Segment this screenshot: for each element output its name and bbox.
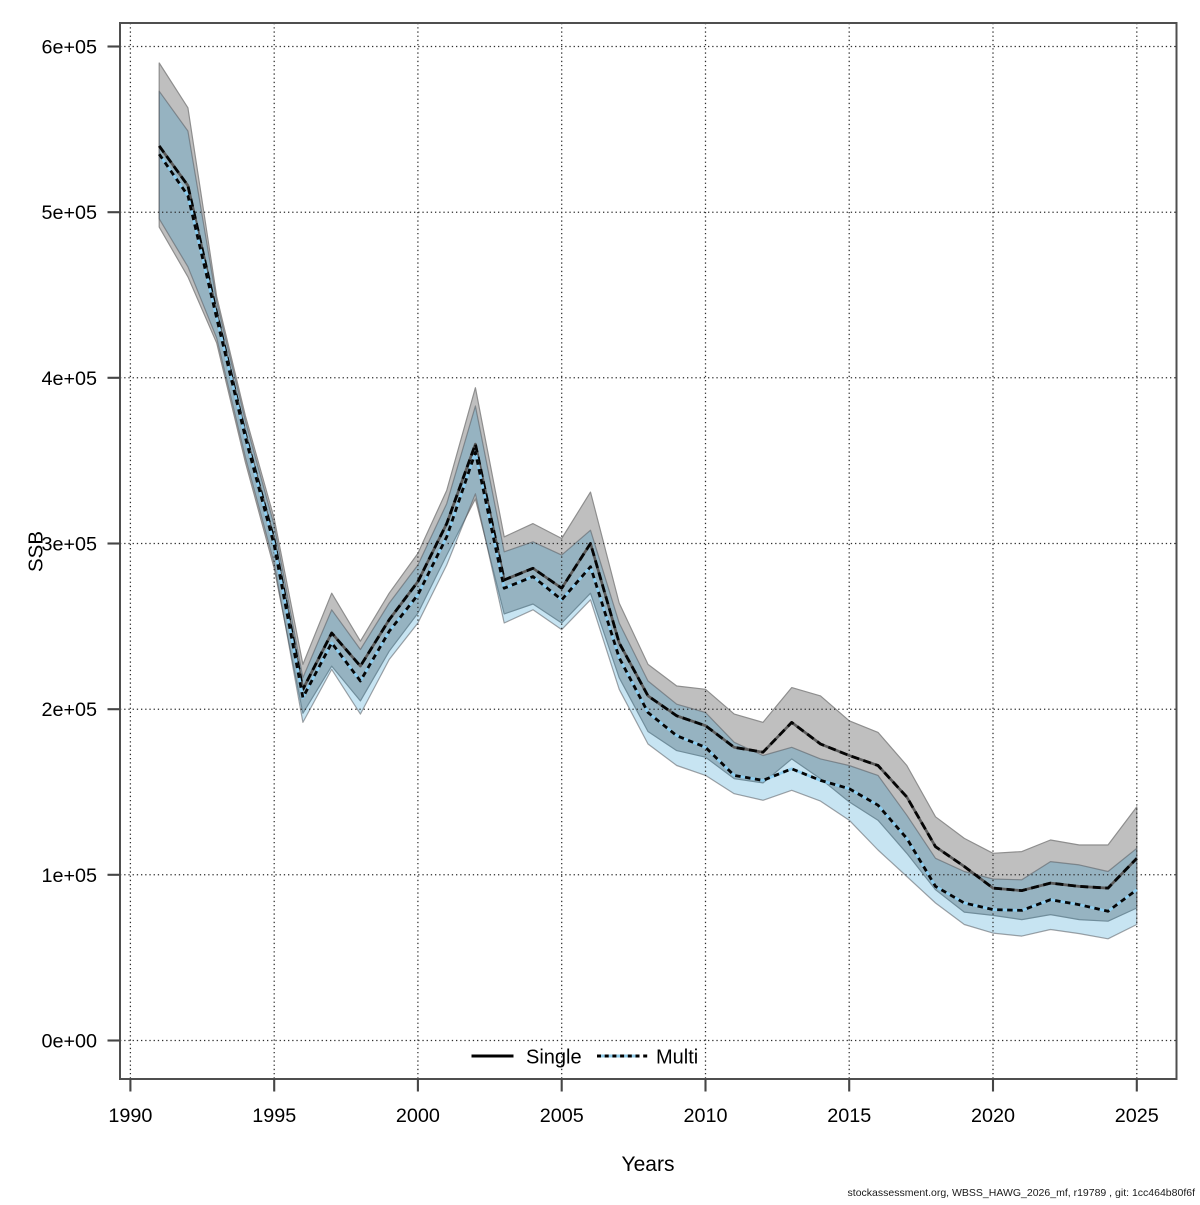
svg-text:3e+05: 3e+05 [41,534,97,556]
svg-text:1e+05: 1e+05 [41,865,97,887]
svg-text:2020: 2020 [971,1105,1015,1127]
svg-text:Multi: Multi [656,1047,698,1069]
svg-text:Years: Years [622,1153,675,1176]
svg-text:stockassessment.org, WBSS_HAWG: stockassessment.org, WBSS_HAWG_2026_mf, … [848,1187,1196,1199]
svg-text:1990: 1990 [108,1105,152,1127]
svg-text:2e+05: 2e+05 [41,699,97,721]
svg-text:Single: Single [526,1047,582,1069]
svg-text:5e+05: 5e+05 [41,202,97,224]
svg-text:2015: 2015 [827,1105,871,1127]
svg-text:2025: 2025 [1115,1105,1159,1127]
svg-text:2000: 2000 [396,1105,440,1127]
svg-text:2010: 2010 [683,1105,727,1127]
svg-text:0e+00: 0e+00 [41,1031,97,1053]
svg-text:1995: 1995 [252,1105,296,1127]
svg-text:4e+05: 4e+05 [41,368,97,390]
svg-text:SSB: SSB [25,531,48,572]
svg-text:6e+05: 6e+05 [41,37,97,59]
svg-text:2005: 2005 [540,1105,584,1127]
